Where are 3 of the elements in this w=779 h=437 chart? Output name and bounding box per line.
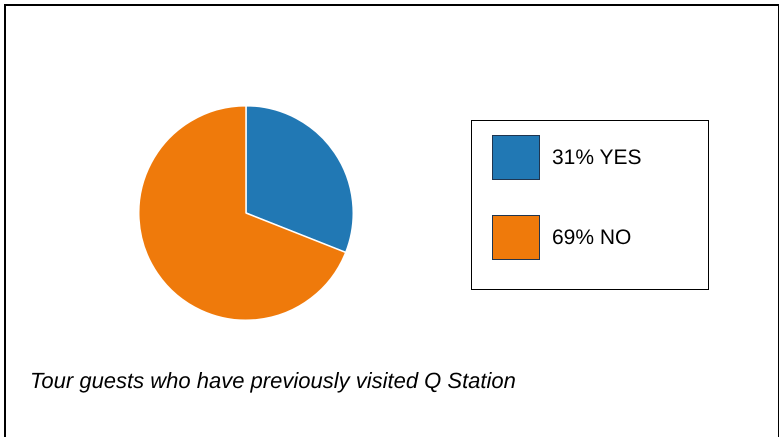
legend-label: 31% YES [552, 146, 642, 170]
text: Tour guests who have previously visited Q Station [30, 368, 516, 394]
legend-label: 69% NO [552, 226, 632, 250]
